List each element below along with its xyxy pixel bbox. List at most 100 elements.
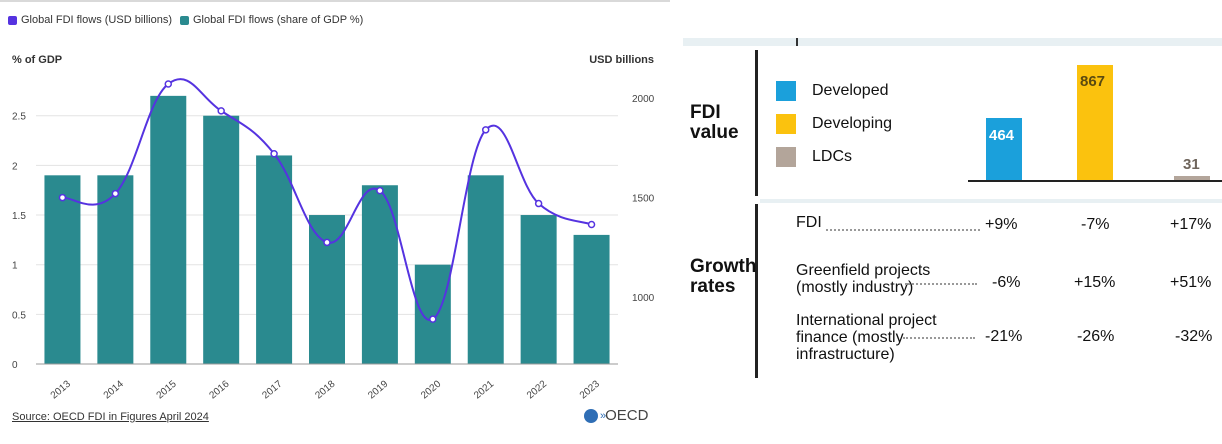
leader-dots-fdi bbox=[826, 229, 980, 231]
x-tick-label: 2017 bbox=[260, 378, 284, 401]
bar-developing bbox=[1077, 65, 1113, 180]
x-tick-label: 2022 bbox=[525, 378, 549, 401]
developed-swatch bbox=[776, 81, 796, 101]
usd-point-2018 bbox=[323, 238, 331, 247]
left-tick-label: 1.5 bbox=[12, 211, 26, 222]
source-link[interactable]: Source: OECD FDI in Figures April 2024 bbox=[12, 411, 209, 423]
left-axis-title: % of GDP bbox=[12, 54, 63, 66]
right-axis-title: USD billions bbox=[589, 54, 654, 66]
usd-point-2023 bbox=[587, 220, 596, 229]
x-tick-label: 2021 bbox=[472, 378, 496, 401]
bar-2014 bbox=[97, 175, 134, 364]
usd-point-2014 bbox=[111, 189, 120, 198]
fdi-value-title-line2: value bbox=[690, 122, 739, 143]
top-divider bbox=[0, 0, 670, 2]
left-tick-label: 2 bbox=[12, 161, 18, 172]
ldcs-swatch bbox=[776, 147, 796, 167]
right-tick-label: 1500 bbox=[632, 194, 655, 205]
bar-baseline bbox=[968, 180, 1222, 182]
x-tick-label: 2015 bbox=[155, 378, 179, 401]
fdi-chart-plot: 0 0.5 1 1.5 2 2.5 1000 1500 2000 2013 2014 2015 2016… bbox=[12, 78, 655, 401]
left-tick-label: 0.5 bbox=[12, 310, 26, 321]
x-tick-label: 2020 bbox=[419, 378, 443, 401]
developing-swatch bbox=[776, 114, 796, 134]
growth-fdi-developing: -7% bbox=[1081, 216, 1110, 233]
bar-value-developed: 464 bbox=[989, 127, 1015, 144]
left-tick-label: 0 bbox=[12, 360, 18, 371]
growth-label-greenfield-line1: Greenfield projects bbox=[796, 262, 931, 279]
legend-ldcs: LDCs bbox=[776, 147, 852, 167]
top-tick bbox=[796, 38, 798, 46]
growth-greenfield-ldcs: +51% bbox=[1170, 274, 1212, 291]
bar-2017 bbox=[256, 155, 293, 364]
usd-point-2022 bbox=[534, 199, 543, 208]
usd-point-2020 bbox=[429, 315, 437, 323]
growth-label-greenfield-line2: (mostly industry) bbox=[796, 279, 914, 296]
growth-project-finance-developing: -26% bbox=[1077, 328, 1115, 345]
section-divider-bottom bbox=[755, 204, 758, 378]
x-tick-label: 2023 bbox=[578, 378, 602, 401]
legend-developing: Developing bbox=[776, 114, 892, 134]
left-tick-label: 2.5 bbox=[12, 112, 26, 123]
chevrons-icon: » bbox=[600, 409, 606, 422]
growth-label-project-finance: International project finance (mostly in… bbox=[796, 312, 937, 363]
oecd-logo-text: OECD bbox=[605, 407, 649, 424]
bar-2015 bbox=[150, 95, 187, 365]
growth-rates-title: Growth rates bbox=[690, 257, 757, 297]
legend-developed: Developed bbox=[776, 81, 889, 101]
bar-ldcs bbox=[1174, 175, 1210, 180]
growth-rates-title-line1: Growth bbox=[690, 256, 757, 277]
growth-label-project-finance-line1: International project bbox=[796, 312, 937, 329]
growth-rates-title-line2: rates bbox=[690, 276, 736, 297]
fdi-value-title-line1: FDI bbox=[690, 102, 721, 123]
usd-line bbox=[62, 78, 592, 321]
growth-label-fdi-line1: FDI bbox=[796, 214, 822, 231]
usd-point-2021 bbox=[481, 126, 490, 134]
right-tick-label: 1000 bbox=[632, 293, 655, 304]
x-tick-label: 2016 bbox=[208, 378, 232, 401]
section-divider-top bbox=[755, 50, 758, 196]
bar-developed bbox=[986, 118, 1022, 180]
right-tick-label: 2000 bbox=[632, 94, 655, 105]
legend-label-gdp-share: Global FDI flows (share of GDP %) bbox=[192, 14, 364, 26]
leader-dots-greenfield bbox=[905, 283, 977, 285]
legend-item-gdp-share[interactable]: Global FDI flows (share of GDP %) bbox=[179, 14, 364, 26]
growth-project-finance-developed: -21% bbox=[985, 328, 1023, 345]
bar-value-ldcs: 31 bbox=[1183, 156, 1200, 173]
oecd-logo: » OECD bbox=[584, 407, 648, 424]
usd-point-2013 bbox=[58, 193, 67, 202]
globe-icon bbox=[584, 408, 598, 423]
developing-label: Developing bbox=[812, 115, 893, 132]
x-tick-label: 2013 bbox=[49, 378, 73, 401]
usd-point-2017 bbox=[270, 149, 278, 158]
bar-2016 bbox=[203, 115, 240, 364]
bar-2023 bbox=[573, 234, 610, 364]
fdi-value-title: FDI value bbox=[690, 103, 739, 143]
oecd-fdi-chart-panel: Global FDI flows (USD billions) Global F… bbox=[0, 0, 670, 424]
legend-swatch-gdp-share bbox=[179, 15, 189, 25]
growth-label-greenfield: Greenfield projects (mostly industry) bbox=[796, 262, 930, 296]
growth-fdi-developed: +9% bbox=[985, 216, 1018, 233]
legend-item-usd[interactable]: Global FDI flows (USD billions) bbox=[8, 14, 172, 26]
top-band bbox=[683, 38, 1222, 46]
bar-2020 bbox=[414, 264, 451, 364]
bar-2022 bbox=[520, 215, 557, 364]
fdi-summary-panel bbox=[683, 0, 1222, 444]
bar-2021 bbox=[467, 175, 504, 364]
x-tick-label: 2018 bbox=[313, 378, 337, 401]
usd-point-2019 bbox=[376, 186, 384, 195]
section-separator bbox=[760, 199, 1222, 203]
ldcs-label: LDCs bbox=[812, 148, 853, 165]
growth-project-finance-ldcs: -32% bbox=[1175, 328, 1213, 345]
leader-dots-project-finance bbox=[903, 337, 975, 339]
growth-greenfield-developed: -6% bbox=[992, 274, 1021, 291]
legend-swatch-usd bbox=[8, 15, 17, 25]
x-tick-label: 2014 bbox=[102, 378, 126, 401]
usd-point-2015 bbox=[164, 80, 173, 88]
growth-label-project-finance-line3: infrastructure) bbox=[796, 346, 895, 363]
growth-greenfield-developing: +15% bbox=[1074, 274, 1116, 291]
growth-label-project-finance-line2: finance (mostly bbox=[796, 329, 904, 346]
left-tick-label: 1 bbox=[12, 261, 18, 272]
x-tick-label: 2019 bbox=[366, 378, 390, 401]
growth-label-fdi: FDI bbox=[796, 214, 822, 231]
